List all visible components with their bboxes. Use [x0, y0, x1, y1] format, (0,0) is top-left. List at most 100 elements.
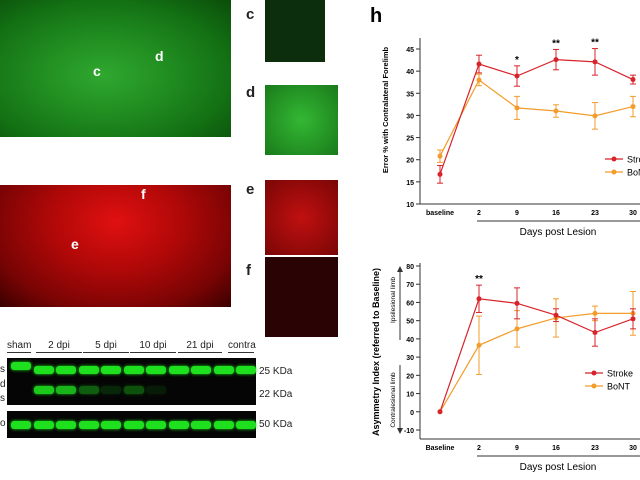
panel-label-c: c: [246, 6, 255, 23]
data-point-bont: [476, 77, 482, 83]
blot-lane-label: sham: [7, 340, 32, 353]
green-tissue-image: [0, 0, 231, 137]
blot-band-50kda: [33, 421, 54, 429]
legend-label: Stroke: [607, 369, 633, 379]
blot-band-22kda: [56, 386, 76, 394]
legend-marker: [591, 383, 597, 389]
blot-lane-label: 10 dpi: [130, 340, 176, 353]
x-tick-label: 23: [591, 210, 599, 217]
x-tick-label: 23: [591, 445, 599, 452]
legend-marker: [591, 370, 597, 376]
data-point-bont: [437, 153, 443, 159]
series-line-stroke: [439, 59, 634, 175]
panel-label-h: h: [370, 5, 383, 27]
blot-band-25kda: [101, 366, 121, 374]
x-axis-label: Days post Lesion: [520, 462, 597, 473]
significance-marker: **: [591, 38, 599, 49]
inset-c-image: [265, 0, 325, 62]
y-tick-label: 20: [406, 373, 414, 380]
blot-band-50kda: [236, 421, 256, 429]
y-axis-label: Asymmetry Index (referred to Baseline): [371, 268, 381, 436]
kda-label-50: 50 KDa: [259, 419, 293, 430]
x-tick-label: Baseline: [426, 445, 455, 452]
blot-band-25kda: [123, 366, 144, 374]
data-point-stroke: [514, 73, 520, 79]
data-point-bont: [514, 326, 520, 332]
region-label-e: e: [71, 236, 79, 252]
red-tissue-image: [0, 185, 231, 307]
data-point-stroke: [630, 316, 636, 322]
panel-label-f: f: [246, 262, 251, 279]
region-label-f: f: [141, 186, 146, 202]
blot-band-22kda: [101, 386, 121, 394]
inset-f-image: [265, 257, 338, 337]
y-tick-label: 0: [410, 410, 414, 417]
blot-row-label: o: [0, 418, 6, 429]
blot-band-22kda: [33, 386, 54, 394]
x-tick-label: 16: [552, 210, 560, 217]
y-tick-label: 70: [406, 282, 414, 289]
y-tick-label: 30: [406, 355, 414, 362]
blot-lane-label: 2 dpi: [36, 340, 82, 353]
x-tick-label: 30: [629, 210, 637, 217]
data-point-stroke: [592, 330, 598, 336]
blot-band-50kda: [101, 421, 121, 429]
data-point-bont: [592, 310, 598, 316]
inset-e-image: [265, 180, 338, 255]
blot-lane-label: contra: [228, 340, 256, 353]
arrow-head: [397, 266, 403, 272]
y-tick-label: 45: [406, 47, 414, 54]
y-tick-label: 25: [406, 136, 414, 143]
y-tick-label: -10: [404, 428, 414, 435]
y-tick-label: 80: [406, 264, 414, 271]
panel-label-e: e: [246, 181, 255, 198]
arrow-head: [397, 428, 403, 434]
data-point-stroke: [437, 171, 443, 177]
western-blot-loading-control: [7, 411, 256, 438]
blot-band-50kda: [146, 421, 166, 429]
significance-marker: **: [552, 38, 560, 49]
x-tick-label: 2: [477, 210, 481, 217]
data-point-stroke: [553, 312, 559, 318]
inset-d-image: [265, 85, 338, 155]
data-point-stroke: [553, 57, 559, 63]
blot-band-25kda: [78, 366, 99, 374]
data-point-bont: [592, 113, 598, 119]
significance-marker: *: [515, 55, 519, 66]
y-tick-label: 10: [406, 202, 414, 209]
blot-band-25kda: [11, 362, 31, 370]
legend-label: Stroke: [627, 155, 640, 165]
y-tick-label: 20: [406, 158, 414, 165]
blot-band-50kda: [11, 421, 31, 429]
y-tick-label: 15: [406, 180, 414, 187]
kda-label-25: 25 KDa: [259, 366, 293, 377]
blot-row-label: s: [0, 393, 5, 404]
data-point-bont: [476, 342, 482, 348]
significance-marker: **: [475, 274, 483, 285]
blot-band-22kda: [146, 386, 166, 394]
blot-band-22kda: [123, 386, 144, 394]
x-tick-label: 16: [552, 445, 560, 452]
x-tick-label: 9: [515, 210, 519, 217]
legend-marker: [611, 156, 617, 162]
blot-band-50kda: [191, 421, 211, 429]
series-line-stroke: [439, 298, 634, 412]
blot-row-label: d: [0, 379, 6, 390]
y-tick-label: 10: [406, 392, 414, 399]
blot-lane-label: 21 dpi: [178, 340, 222, 353]
blot-band-25kda: [236, 366, 256, 374]
x-axis-label: Days post Lesion: [520, 227, 597, 238]
data-point-stroke: [437, 409, 443, 415]
side-label-contralesional: Contralesional limb: [390, 372, 397, 428]
blot-band-50kda: [168, 421, 189, 429]
series-line-bont: [439, 79, 634, 157]
kda-label-22: 22 KDa: [259, 389, 293, 400]
blot-band-25kda: [213, 366, 234, 374]
western-blot-upper: [7, 358, 256, 405]
legend-label: BoNT: [607, 382, 631, 392]
x-tick-label: 2: [477, 445, 481, 452]
x-tick-label: 9: [515, 445, 519, 452]
blot-band-50kda: [213, 421, 234, 429]
region-label-c: c: [93, 63, 101, 79]
legend-label: BoNT: [627, 168, 640, 178]
